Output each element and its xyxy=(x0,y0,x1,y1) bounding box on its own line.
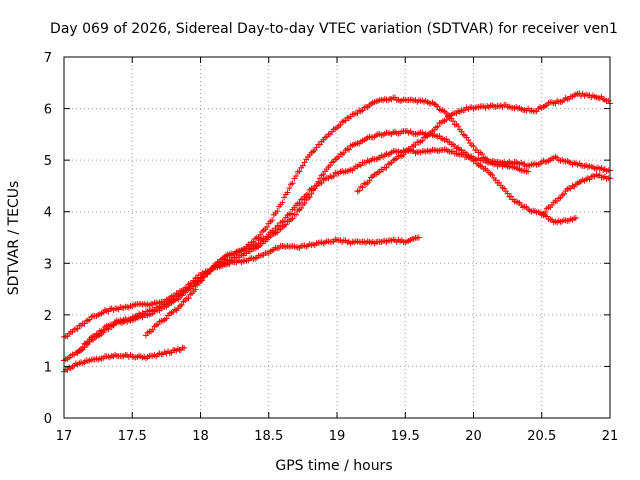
x-tick-label: 18 xyxy=(192,429,209,444)
data-point xyxy=(192,286,199,293)
series-track-6 xyxy=(354,90,613,195)
y-tick-label: 1 xyxy=(44,360,52,375)
data-point xyxy=(289,180,296,187)
data-point xyxy=(287,210,294,217)
data-point xyxy=(293,211,300,218)
data-point xyxy=(366,177,373,184)
data-point xyxy=(345,146,352,153)
data-point xyxy=(479,151,486,158)
y-tick-label: 6 xyxy=(44,103,52,118)
data-point xyxy=(470,143,477,150)
data-point xyxy=(296,168,303,175)
data-point xyxy=(163,315,170,322)
y-tick-label: 5 xyxy=(44,154,52,169)
data-point xyxy=(419,137,426,144)
x-tick-label: 20.5 xyxy=(527,429,556,444)
data-point xyxy=(284,189,291,196)
data-point xyxy=(301,200,308,207)
data-point xyxy=(508,193,515,200)
data-point xyxy=(149,326,156,333)
x-tick-label: 21 xyxy=(602,429,619,444)
data-point xyxy=(286,185,293,192)
data-point xyxy=(282,221,289,228)
data-point xyxy=(221,256,228,263)
data-point xyxy=(383,164,390,171)
data-point xyxy=(504,190,511,197)
data-point xyxy=(264,223,271,230)
data-point xyxy=(415,234,422,241)
data-point xyxy=(274,208,281,215)
data-point xyxy=(269,217,276,224)
x-tick-label: 18.5 xyxy=(254,429,283,444)
data-point xyxy=(313,182,320,189)
y-tick-label: 7 xyxy=(44,51,52,66)
data-point xyxy=(315,178,322,185)
data-point xyxy=(301,159,308,166)
data-point xyxy=(330,173,337,180)
data-point xyxy=(465,136,472,143)
x-tick-label: 19 xyxy=(329,429,346,444)
data-point xyxy=(279,199,286,206)
data-point xyxy=(407,146,414,153)
data-point xyxy=(181,344,188,351)
series-track-1 xyxy=(61,344,188,375)
data-point xyxy=(289,215,296,222)
data-point xyxy=(443,116,450,123)
data-point xyxy=(542,209,549,216)
data-point xyxy=(185,295,192,302)
data-point xyxy=(313,144,320,151)
data-point xyxy=(450,118,457,125)
data-point xyxy=(74,325,81,332)
data-point xyxy=(298,205,305,212)
x-tick-label: 17.5 xyxy=(118,429,147,444)
y-tick-label: 3 xyxy=(44,257,52,272)
x-tick-label: 17 xyxy=(56,429,73,444)
data-points xyxy=(61,90,613,375)
data-point xyxy=(293,172,300,179)
data-point xyxy=(359,184,366,191)
data-point xyxy=(455,123,462,130)
series-track-4 xyxy=(74,127,579,357)
chart-title: Day 069 of 2026, Sidereal Day-to-day VTE… xyxy=(50,21,618,37)
series-track-5 xyxy=(142,94,613,339)
data-point xyxy=(217,258,224,265)
data-point xyxy=(472,157,479,164)
y-axis-label: SDTVAR / TECUs xyxy=(6,181,22,296)
data-point xyxy=(525,168,532,175)
data-point xyxy=(356,187,363,194)
series-track-7 xyxy=(538,171,613,218)
data-point xyxy=(572,214,579,221)
data-point xyxy=(296,200,303,207)
data-point xyxy=(199,277,206,284)
data-point xyxy=(299,162,306,169)
data-point xyxy=(434,123,441,130)
data-point xyxy=(306,194,313,201)
data-point xyxy=(308,190,315,197)
x-tick-label: 19.5 xyxy=(391,429,420,444)
y-tick-label: 0 xyxy=(44,412,52,427)
x-tick-label: 20 xyxy=(465,429,482,444)
data-point xyxy=(178,301,185,308)
x-axis-label: GPS time / hours xyxy=(275,458,392,474)
y-tick-label: 4 xyxy=(44,206,52,221)
axis-ticks: 17 17.5 18 18.5 19 19.5 20 20.5 21 0 1 2 3 4 5 6 7 xyxy=(44,51,619,444)
y-tick-label: 2 xyxy=(44,309,52,324)
